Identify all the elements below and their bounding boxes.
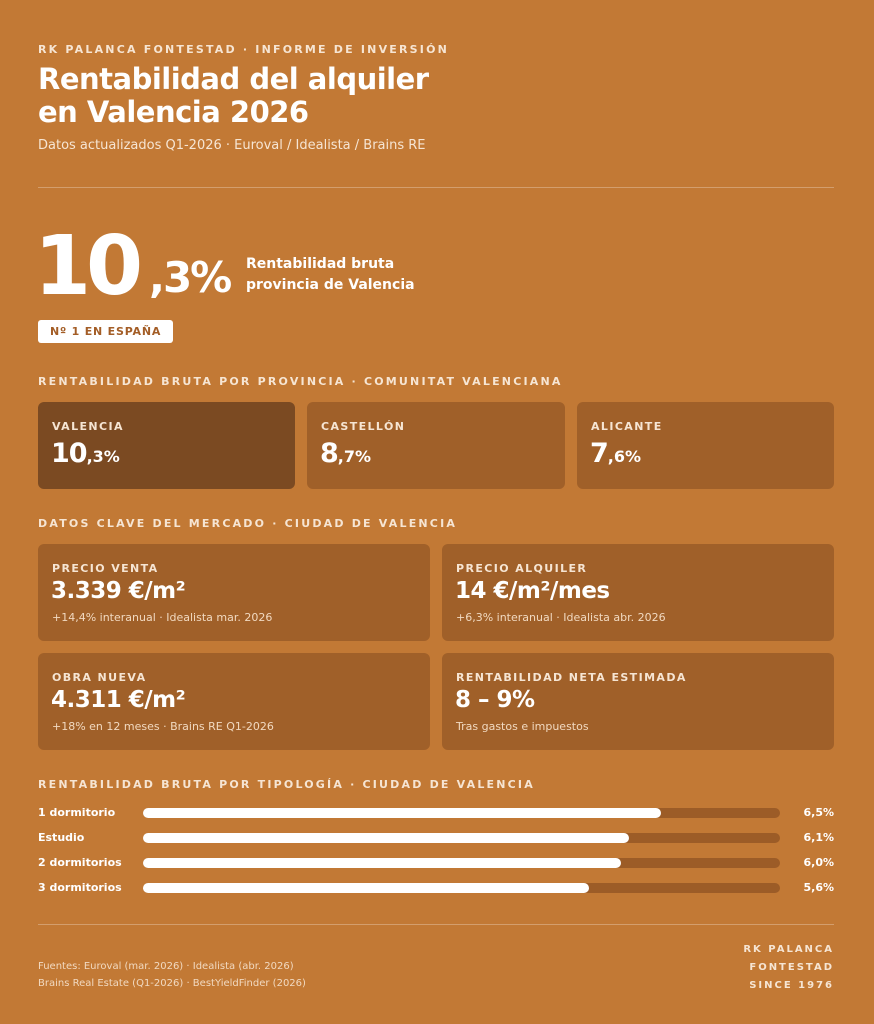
footer-divider [38,924,834,925]
typology-bar-fill [143,883,589,893]
typology-bar-track [143,808,780,818]
province-card-valencia: VALENCIA 10,3% [38,402,295,489]
typology-bar-track [143,883,780,893]
typology-bar-track [143,858,780,868]
sources-line-2: Brains Real Estate (Q1-2026) · BestYield… [38,978,306,989]
province-value-integer: 10 [51,438,88,469]
typology-bar-value: 6,1% [803,831,834,844]
typology-section-label: RENTABILIDAD BRUTA POR TIPOLOGÍA · CIUDA… [38,778,535,791]
provinces-section-label: RENTABILIDAD BRUTA POR PROVINCIA · COMUN… [38,375,563,388]
hero-label-line-1: Rentabilidad bruta [246,256,395,272]
report-title-line-1: Rentabilidad del alquiler [38,62,429,96]
typology-bar-row: Estudio 6,1% [38,829,834,847]
province-name: CASTELLÓN [321,420,406,433]
typology-bar-fill [143,808,661,818]
typology-bar-label: 1 dormitorio [38,806,116,819]
province-value: 8,7% [320,438,371,469]
brand-signature: RK PALANCA FONTESTAD SINCE 1976 [743,941,834,995]
market-card-sale-price: PRECIO VENTA 3.339 €/m² +14,4% interanua… [38,544,430,641]
typology-bar-value: 6,5% [803,806,834,819]
brand-line-1: RK PALANCA [743,944,834,955]
report-eyebrow: RK PALANCA FONTESTAD · INFORME DE INVERS… [38,43,450,56]
typology-bar-row: 2 dormitorios 6,0% [38,854,834,872]
province-value: 10,3% [51,438,120,469]
typology-bar-track [143,833,780,843]
province-value-decimal: ,6% [607,447,642,466]
hero-label-line-2: provincia de Valencia [246,277,415,293]
typology-bar-label: 3 dormitorios [38,881,122,894]
market-card-net-yield: RENTABILIDAD NETA ESTIMADA 8 – 9% Tras g… [442,653,834,750]
hero-label: Rentabilidad bruta provincia de Valencia [246,254,466,296]
rank-badge: Nº 1 EN ESPAÑA [38,320,174,343]
market-card-value: 8 – 9% [455,687,535,713]
province-value: 7,6% [590,438,641,469]
report-page: RK PALANCA FONTESTAD · INFORME DE INVERS… [34,0,834,1024]
province-value-decimal: ,7% [337,447,372,466]
market-card-label: PRECIO ALQUILER [456,562,588,575]
sources-note: Fuentes: Euroval (mar. 2026) · Idealista… [38,958,306,992]
province-value-integer: 7 [590,438,609,469]
market-card-value: 4.311 €/m² [51,687,186,713]
market-card-rent-price: PRECIO ALQUILER 14 €/m²/mes +6,3% intera… [442,544,834,641]
province-value-decimal: ,3% [86,447,120,466]
market-card-note: +14,4% interanual · Idealista mar. 2026 [52,611,273,624]
typology-bar-row: 1 dormitorio 6,5% [38,804,834,822]
market-card-note: +6,3% interanual · Idealista abr. 2026 [456,611,666,624]
province-name: VALENCIA [52,420,124,433]
province-card-alicante: ALICANTE 7,6% [577,402,834,489]
market-card-label: RENTABILIDAD NETA ESTIMADA [456,671,687,684]
typology-bar-fill [143,858,621,868]
typology-bar-value: 5,6% [803,881,834,894]
market-card-new-build: OBRA NUEVA 4.311 €/m² +18% en 12 meses ·… [38,653,430,750]
market-card-value: 14 €/m²/mes [455,578,610,604]
report-title-line-2: en Valencia 2026 [38,95,309,129]
market-section-label: DATOS CLAVE DEL MERCADO · CIUDAD DE VALE… [38,517,458,530]
hero-value-integer: 10 [34,219,143,314]
report-subtitle: Datos actualizados Q1-2026 · Euroval / I… [38,138,426,153]
market-card-note: Tras gastos e impuestos [456,720,589,733]
typology-bar-value: 6,0% [803,856,834,869]
header-divider [38,187,834,188]
brand-line-3: SINCE 1976 [749,980,834,991]
typology-bar-label: 2 dormitorios [38,856,122,869]
province-name: ALICANTE [591,420,663,433]
market-card-value: 3.339 €/m² [51,578,186,604]
sources-line-1: Fuentes: Euroval (mar. 2026) · Idealista… [38,961,294,972]
hero-value-decimal: ,3% [149,253,232,302]
typology-bar-row: 3 dormitorios 5,6% [38,879,834,897]
report-title: Rentabilidad del alquiler en Valencia 20… [38,63,638,129]
brand-line-2: FONTESTAD [749,962,834,973]
province-card-castellon: CASTELLÓN 8,7% [307,402,565,489]
typology-bar-fill [143,833,629,843]
province-value-integer: 8 [320,438,339,469]
market-card-label: PRECIO VENTA [52,562,159,575]
market-card-label: OBRA NUEVA [52,671,147,684]
typology-bar-label: Estudio [38,831,85,844]
market-card-note: +18% en 12 meses · Brains RE Q1-2026 [52,720,274,733]
